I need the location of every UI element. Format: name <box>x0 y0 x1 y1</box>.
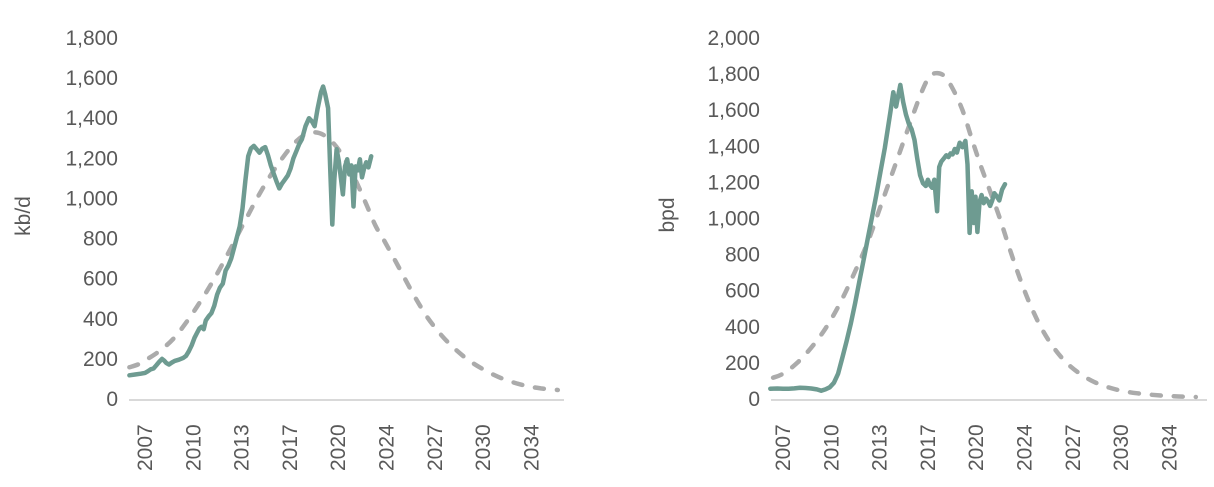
x-tick-label: 2007 <box>134 424 157 471</box>
y-tick-label: 1,800 <box>65 27 118 50</box>
y-tick-label: 1,400 <box>707 135 760 158</box>
x-tick-label: 2010 <box>182 424 205 471</box>
x-tick-label: 2013 <box>869 424 892 471</box>
x-tick-label: 2030 <box>1110 424 1133 471</box>
y-tick-label: 1,400 <box>65 107 118 130</box>
x-tick-label: 2027 <box>424 424 447 471</box>
x-tick-label: 2013 <box>231 424 254 471</box>
y-axis-title: kb/d <box>12 196 35 236</box>
y-tick-label: 800 <box>83 228 118 251</box>
y-tick-label: 200 <box>725 352 760 375</box>
y-tick-label: 1,200 <box>707 171 760 194</box>
x-tick-label: 2024 <box>376 424 399 471</box>
x-tick-label: 2007 <box>772 424 795 471</box>
actual-production-line <box>127 84 374 378</box>
y-tick-label: 400 <box>725 316 760 339</box>
actual-production-line <box>768 82 1008 393</box>
y-tick-label: 1,800 <box>707 63 760 86</box>
y-tick-label: 0 <box>106 388 118 411</box>
x-tick-label: 2017 <box>917 424 940 471</box>
chart-right: 0 200 400 600 800 1,000 1,200 1,400 1,600 1,800 2,… <box>656 27 1207 471</box>
x-tick-label: 2034 <box>520 424 543 471</box>
y-tick-label: 1,600 <box>65 67 118 90</box>
x-tick-label: 2017 <box>279 424 302 471</box>
y-tick-label: 1,000 <box>707 208 760 231</box>
y-tick-label: 800 <box>725 244 760 267</box>
x-tick-label: 2020 <box>327 424 350 471</box>
y-tick-label: 200 <box>83 348 118 371</box>
y-tick-label: 0 <box>748 388 760 411</box>
y-axis-title: bpd <box>656 197 679 232</box>
y-tick-label: 400 <box>83 308 118 331</box>
y-tick-label: 600 <box>83 268 118 291</box>
y-tick-label: 1,600 <box>707 99 760 122</box>
x-tick-label: 2030 <box>472 424 495 471</box>
x-tick-label: 2027 <box>1062 424 1085 471</box>
y-tick-label: 2,000 <box>707 27 760 50</box>
x-tick-label: 2034 <box>1158 424 1181 471</box>
forecast-curve-line <box>127 129 561 393</box>
x-tick-label: 2020 <box>965 424 988 471</box>
y-tick-label: 1,000 <box>65 187 118 210</box>
x-tick-label: 2010 <box>820 424 843 471</box>
chart-left: 0 200 400 600 800 1,000 1,200 1,400 1,600 1,800 kb… <box>12 27 564 471</box>
y-tick-label: 600 <box>725 280 760 303</box>
y-tick-label: 1,200 <box>65 147 118 170</box>
x-tick-label: 2024 <box>1014 424 1037 471</box>
forecast-curve-line <box>770 70 1199 400</box>
